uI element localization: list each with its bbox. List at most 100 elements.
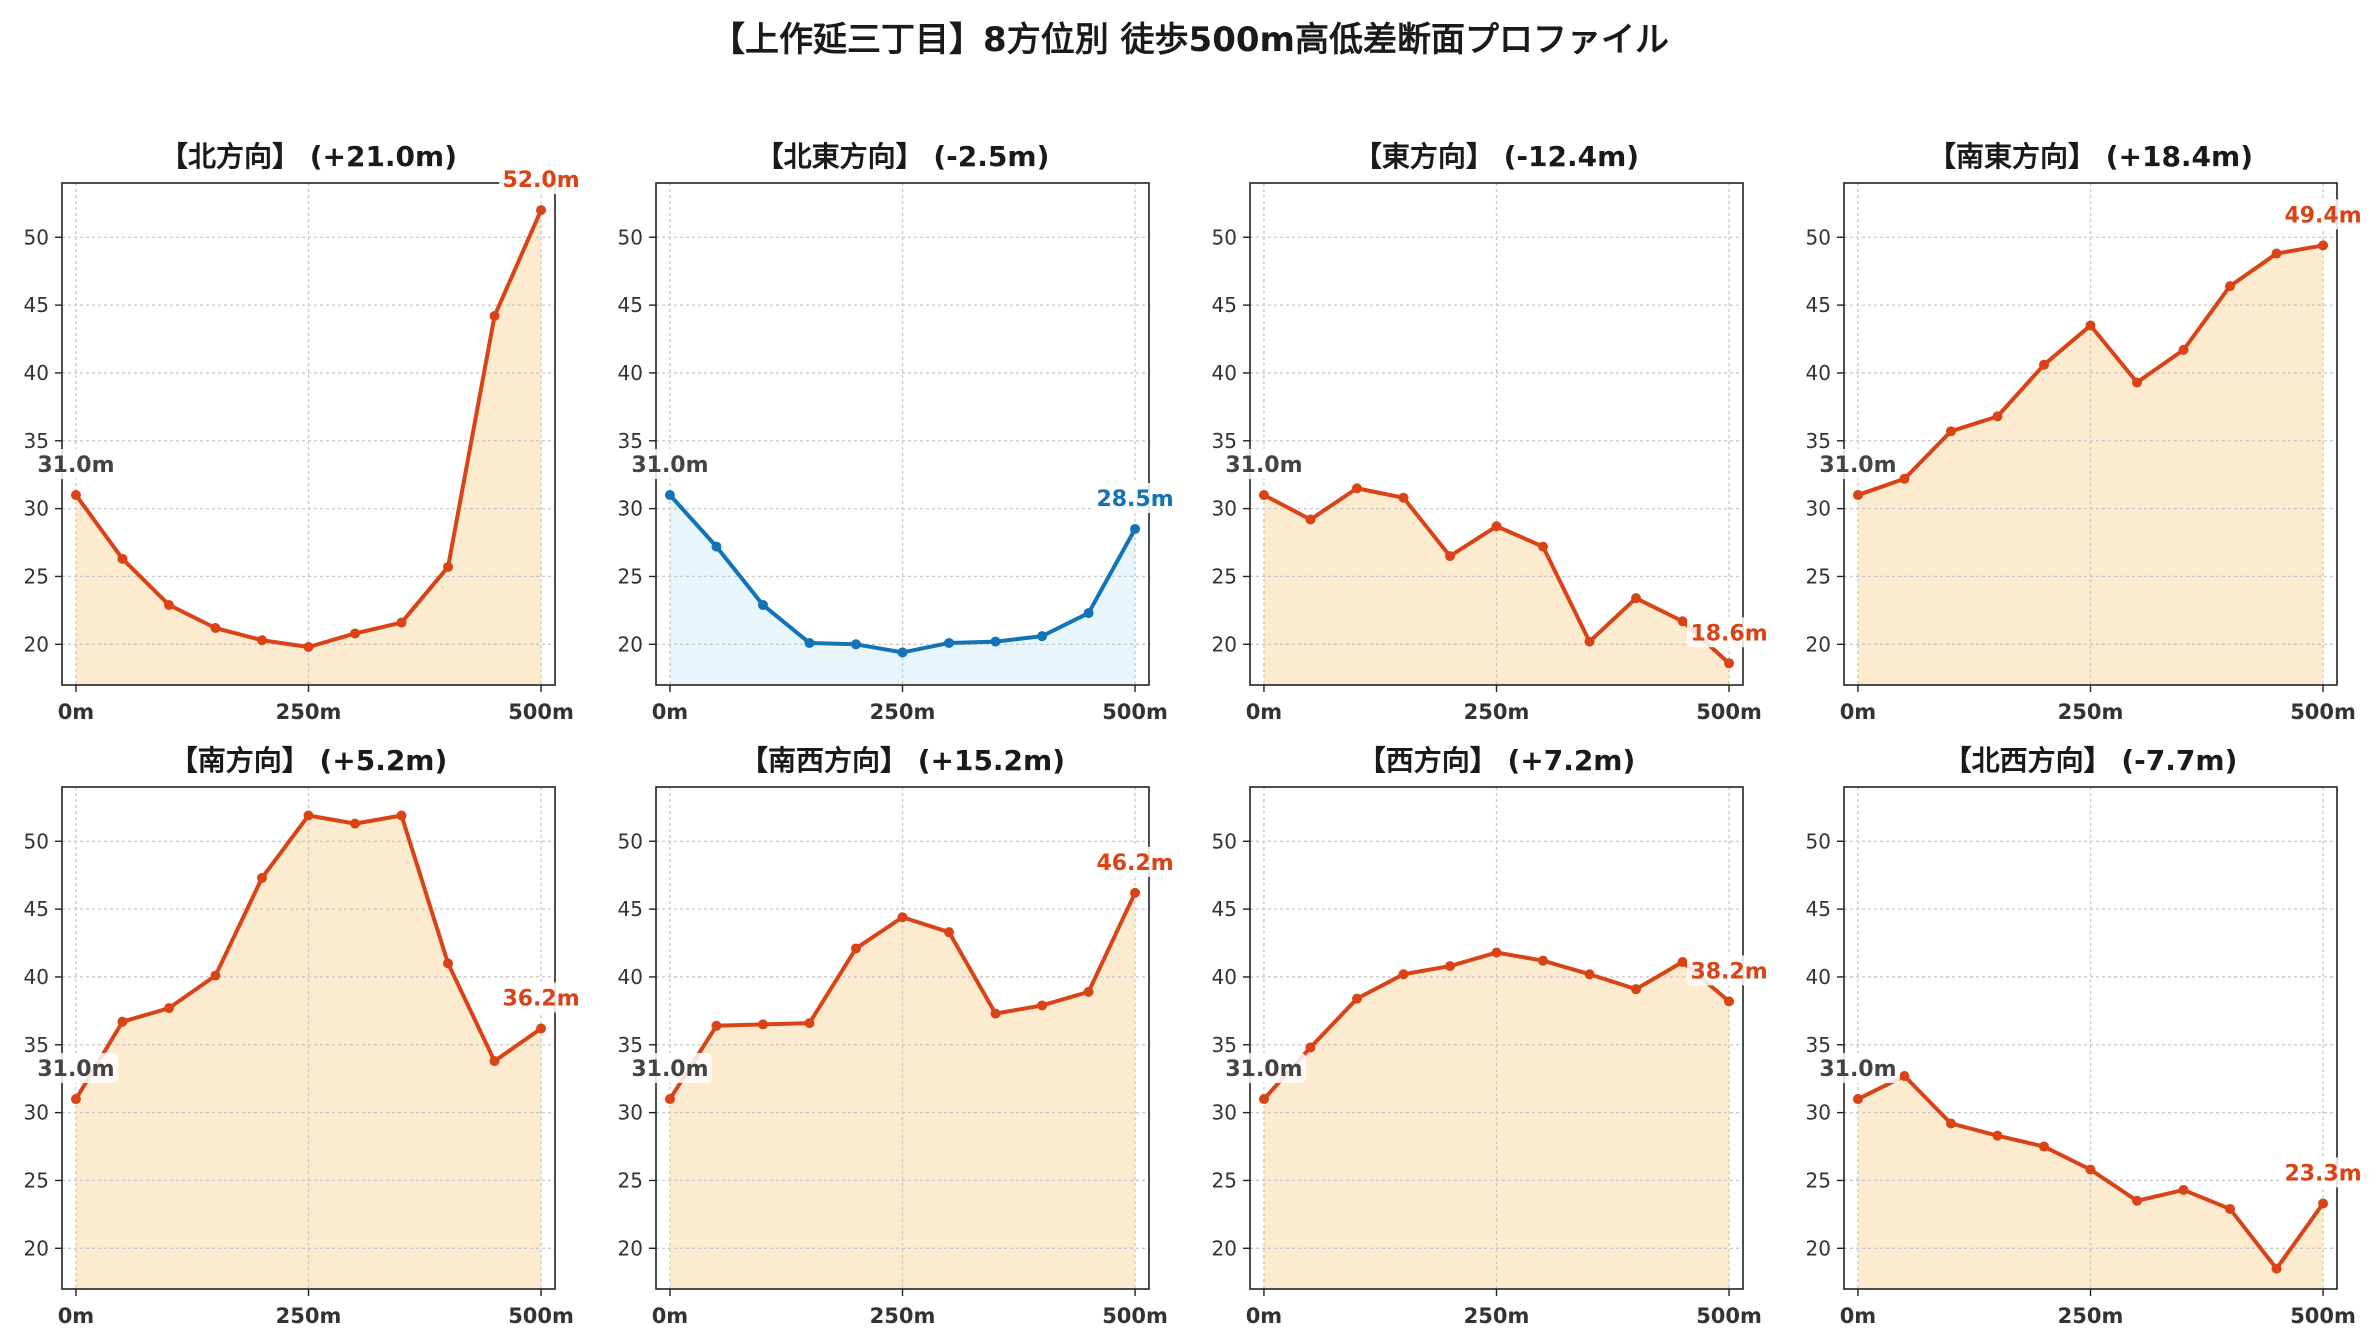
x-tick-label: 500m <box>508 1304 574 1328</box>
end-label-bg <box>2281 199 2366 230</box>
data-point <box>2132 377 2143 388</box>
data-point <box>1945 426 1956 437</box>
data-point <box>1083 986 1094 997</box>
data-point <box>1083 608 1094 619</box>
end-elevation-label: 46.2m <box>1096 851 1173 876</box>
x-tick-label: 0m <box>1246 700 1283 724</box>
y-tick-label: 50 <box>1806 829 1831 853</box>
end-elevation-label: 38.2m <box>1690 959 1767 984</box>
x-tick-label: 250m <box>870 700 936 724</box>
start-label-bg <box>1221 1053 1306 1084</box>
y-tick-label: 30 <box>618 1101 643 1125</box>
x-tick-label: 0m <box>58 700 95 724</box>
data-point <box>1677 957 1688 968</box>
data-point <box>2318 1198 2329 1209</box>
data-point <box>1398 492 1409 503</box>
x-tick-label: 0m <box>1840 1304 1877 1328</box>
data-point <box>1305 514 1316 525</box>
start-elevation-label: 31.0m <box>1819 1057 1896 1082</box>
data-point <box>2085 320 2096 331</box>
data-point <box>1992 411 2003 422</box>
data-point <box>2225 281 2236 292</box>
data-point <box>1852 1094 1863 1105</box>
data-point <box>163 599 174 610</box>
data-point <box>2271 1263 2282 1274</box>
data-point <box>804 1018 815 1029</box>
data-point <box>1724 658 1735 669</box>
data-point <box>489 1056 500 1067</box>
y-tick-label: 45 <box>1212 897 1237 921</box>
y-tick-label: 20 <box>24 632 49 656</box>
y-tick-label: 30 <box>24 1101 49 1125</box>
x-tick-label: 500m <box>2290 700 2356 724</box>
y-tick-label: 20 <box>1806 632 1831 656</box>
start-label-bg <box>1815 449 1900 480</box>
data-point <box>2085 1164 2096 1175</box>
end-label-bg <box>499 982 584 1013</box>
data-point <box>1258 1094 1269 1105</box>
area-fill <box>75 210 542 685</box>
start-elevation-label: 31.0m <box>37 1057 114 1082</box>
data-point <box>897 912 908 923</box>
data-point <box>944 637 955 648</box>
y-tick-label: 45 <box>618 293 643 317</box>
data-point <box>1899 1070 1910 1081</box>
x-tick-label: 0m <box>58 1304 95 1328</box>
y-tick-label: 45 <box>1806 293 1831 317</box>
end-elevation-label: 28.5m <box>1096 487 1173 512</box>
x-tick-label: 500m <box>1102 1304 1168 1328</box>
y-tick-label: 35 <box>618 429 643 453</box>
x-tick-label: 0m <box>652 700 689 724</box>
data-point <box>303 642 314 653</box>
data-point <box>1945 1118 1956 1129</box>
data-point <box>163 1003 174 1014</box>
y-tick-label: 35 <box>24 429 49 453</box>
x-tick-label: 250m <box>2058 700 2124 724</box>
y-tick-label: 50 <box>1212 829 1237 853</box>
data-point <box>850 943 861 954</box>
start-label-bg <box>627 1053 712 1084</box>
data-point <box>256 872 267 883</box>
data-point <box>70 1094 81 1105</box>
y-tick-label: 20 <box>618 1236 643 1260</box>
end-elevation-label: 18.6m <box>1690 621 1767 646</box>
data-point <box>443 561 454 572</box>
data-point <box>1130 887 1141 898</box>
y-tick-label: 35 <box>1806 1033 1831 1057</box>
data-point <box>536 205 547 216</box>
area-fill <box>669 892 1136 1289</box>
data-point <box>536 1023 547 1034</box>
data-point <box>2038 359 2049 370</box>
start-label-bg <box>1221 449 1306 480</box>
data-point <box>350 628 361 639</box>
data-point <box>117 1016 128 1027</box>
y-tick-label: 40 <box>618 965 643 989</box>
data-point <box>1130 523 1141 534</box>
y-tick-label: 20 <box>24 1236 49 1260</box>
data-point <box>1491 947 1502 958</box>
x-tick-label: 500m <box>2290 1304 2356 1328</box>
y-tick-label: 40 <box>1806 965 1831 989</box>
area-fill <box>669 495 1136 685</box>
start-elevation-label: 31.0m <box>1225 1057 1302 1082</box>
data-point <box>2038 1141 2049 1152</box>
data-point <box>396 810 407 821</box>
data-point <box>2178 344 2189 355</box>
data-point <box>303 810 314 821</box>
x-tick-label: 250m <box>1464 1304 1530 1328</box>
data-point <box>897 647 908 658</box>
y-tick-label: 40 <box>1212 361 1237 385</box>
data-point <box>1631 984 1642 995</box>
y-tick-label: 35 <box>1212 429 1237 453</box>
data-point <box>711 541 722 552</box>
data-point <box>1444 551 1455 562</box>
data-point <box>350 818 361 829</box>
y-tick-label: 50 <box>24 829 49 853</box>
data-point <box>1444 961 1455 972</box>
y-tick-label: 35 <box>1212 1033 1237 1057</box>
data-point <box>944 927 955 938</box>
data-point <box>1677 616 1688 627</box>
end-elevation-label: 52.0m <box>502 168 579 193</box>
